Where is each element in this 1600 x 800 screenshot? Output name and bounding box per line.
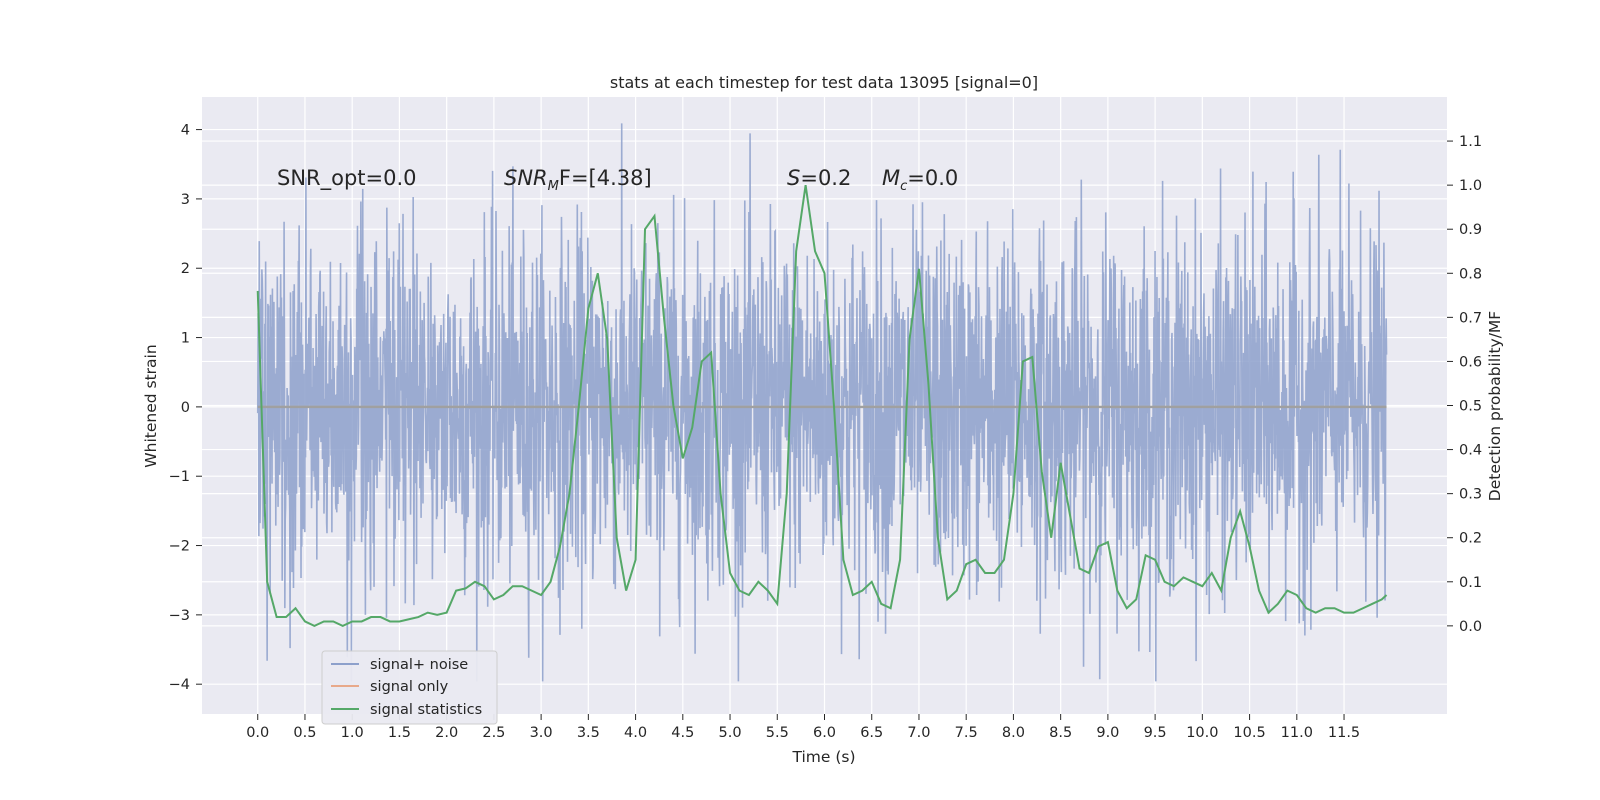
y-left-tick-label: 1 (181, 331, 190, 347)
x-tick-label: 10.0 (1186, 725, 1218, 741)
annotation-snr-opt: SNR_opt=0.0 (277, 166, 417, 191)
y-right-tick-label: 1.1 (1459, 134, 1482, 150)
annotation-snr-mf: SNRMF=[4.38] (504, 166, 652, 194)
y-left-tick-label: −3 (169, 608, 190, 624)
y-right-tick-label: 1.0 (1459, 178, 1482, 194)
noise-trace-line (256, 123, 1388, 682)
y-right-tick-label: 0.5 (1459, 399, 1482, 415)
x-tick-label: 5.0 (719, 725, 742, 741)
x-tick-label: 11.0 (1281, 725, 1313, 741)
annotation-snr-mf-sub: M (548, 179, 559, 194)
x-tick-label: 5.5 (766, 725, 789, 741)
x-tick-label: 7.0 (907, 725, 930, 741)
y-left-tick-label: 2 (181, 261, 190, 277)
y-left-tick-label: 4 (181, 123, 190, 139)
y-right-tick-label: 0.0 (1459, 619, 1482, 635)
x-tick-label: 8.0 (1002, 725, 1025, 741)
annotation-mc-value: =0.0 (907, 166, 958, 190)
y-left-axis-label: Whitened strain (142, 344, 160, 467)
annotation-snr-mf-value: F=[4.38] (559, 166, 652, 190)
annotation-mc-symbol: M (882, 166, 900, 190)
legend-label-signal-only: signal only (370, 679, 449, 695)
y-right-tick-label: 0.2 (1459, 531, 1482, 547)
x-tick-label: 6.0 (813, 725, 836, 741)
legend-label-signal-statistics: signal statistics (370, 702, 482, 718)
x-axis-ticks: 0.0 0.5 1.0 1.5 2.0 2.5 3.0 3.5 4.0 4.5 5.0 5.5 6.0 6… (246, 714, 1360, 741)
y-right-tick-label: 0.6 (1459, 354, 1482, 370)
annotation-snr-mf-base: SNR (504, 166, 548, 190)
x-axis-label: Time (s) (791, 748, 855, 766)
y-left-tick-label: −2 (169, 539, 190, 555)
x-tick-label: 3.0 (530, 725, 553, 741)
y-left-tick-label: −1 (169, 469, 190, 485)
y-right-tick-label: 0.1 (1459, 575, 1482, 591)
chart-title: stats at each timestep for test data 130… (610, 73, 1038, 92)
legend-label-signal-plus-noise: signal+ noise (370, 657, 468, 673)
x-tick-label: 9.5 (1144, 725, 1167, 741)
annotation-s-value: =0.2 (800, 166, 851, 190)
x-tick-label: 11.5 (1328, 725, 1360, 741)
x-tick-label: 1.5 (388, 725, 411, 741)
x-tick-label: 9.0 (1096, 725, 1119, 741)
y-left-axis-ticks: 4 3 2 1 0 −1 −2 −3 −4 (169, 123, 202, 693)
x-tick-label: 7.5 (955, 725, 978, 741)
y-right-tick-label: 0.8 (1459, 266, 1482, 282)
y-right-axis-ticks: 1.1 1.0 0.9 0.8 0.7 0.6 0.5 0.4 0.3 0.2 0.1 0.0 (1447, 134, 1482, 635)
x-tick-label: 4.5 (671, 725, 694, 741)
x-tick-label: 4.0 (624, 725, 647, 741)
y-right-tick-label: 0.9 (1459, 222, 1482, 238)
legend: signal+ noise signal only signal statist… (321, 650, 498, 725)
y-left-tick-label: 3 (181, 192, 190, 208)
y-right-tick-label: 0.4 (1459, 443, 1482, 459)
annotation-mc-sub: c (900, 179, 907, 194)
series-signal-plus-noise (256, 123, 1388, 682)
series-signal-statistics (256, 184, 1388, 627)
x-tick-label: 8.5 (1049, 725, 1072, 741)
y-right-tick-label: 0.7 (1459, 310, 1482, 326)
x-tick-label: 0.5 (293, 725, 316, 741)
annotation-mc: Mc=0.0 (882, 166, 958, 194)
y-left-tick-label: 0 (181, 400, 190, 416)
annotation-s-symbol: S (787, 166, 800, 190)
x-tick-label: 10.5 (1233, 725, 1265, 741)
x-tick-label: 2.5 (482, 725, 505, 741)
annotation-s: S=0.2 (787, 166, 851, 190)
legend-box (321, 650, 498, 725)
x-tick-label: 3.5 (577, 725, 600, 741)
x-tick-label: 6.5 (860, 725, 883, 741)
y-left-tick-label: −4 (169, 677, 190, 693)
signal-statistics-line (256, 184, 1388, 627)
x-tick-label: 1.0 (341, 725, 364, 741)
y-right-tick-label: 0.3 (1459, 487, 1482, 503)
x-tick-label: 0.0 (246, 725, 269, 741)
x-tick-label: 2.0 (435, 725, 458, 741)
y-right-axis-label: Detection probability/MF (1486, 311, 1504, 502)
